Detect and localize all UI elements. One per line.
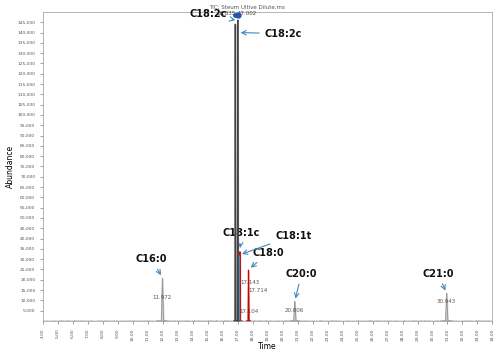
X-axis label: Time: Time [258, 342, 277, 351]
Text: C18:2c: C18:2c [242, 29, 302, 39]
Y-axis label: Abundance: Abundance [6, 145, 15, 188]
Text: C16:0: C16:0 [136, 254, 168, 274]
Text: 20.806: 20.806 [285, 307, 304, 312]
Text: 17.143: 17.143 [240, 280, 259, 285]
Text: C18:1c: C18:1c [223, 228, 260, 247]
Text: 17.714: 17.714 [248, 288, 268, 293]
Text: C20:0: C20:0 [286, 268, 317, 297]
Text: 30.943: 30.943 [437, 299, 456, 304]
Text: C18:1t: C18:1t [243, 231, 312, 254]
Text: C18:2c: C18:2c [190, 9, 234, 21]
Text: C21:0: C21:0 [422, 268, 454, 290]
Text: 11.972: 11.972 [153, 295, 172, 300]
Text: 17.104: 17.104 [240, 308, 258, 313]
Text: C18:0: C18:0 [252, 248, 284, 267]
Text: 16.835: 16.835 [216, 11, 236, 16]
Text: 17.002: 17.002 [238, 11, 257, 16]
Text: TIC: Steum Ultive Dilute.ms: TIC: Steum Ultive Dilute.ms [210, 5, 286, 10]
